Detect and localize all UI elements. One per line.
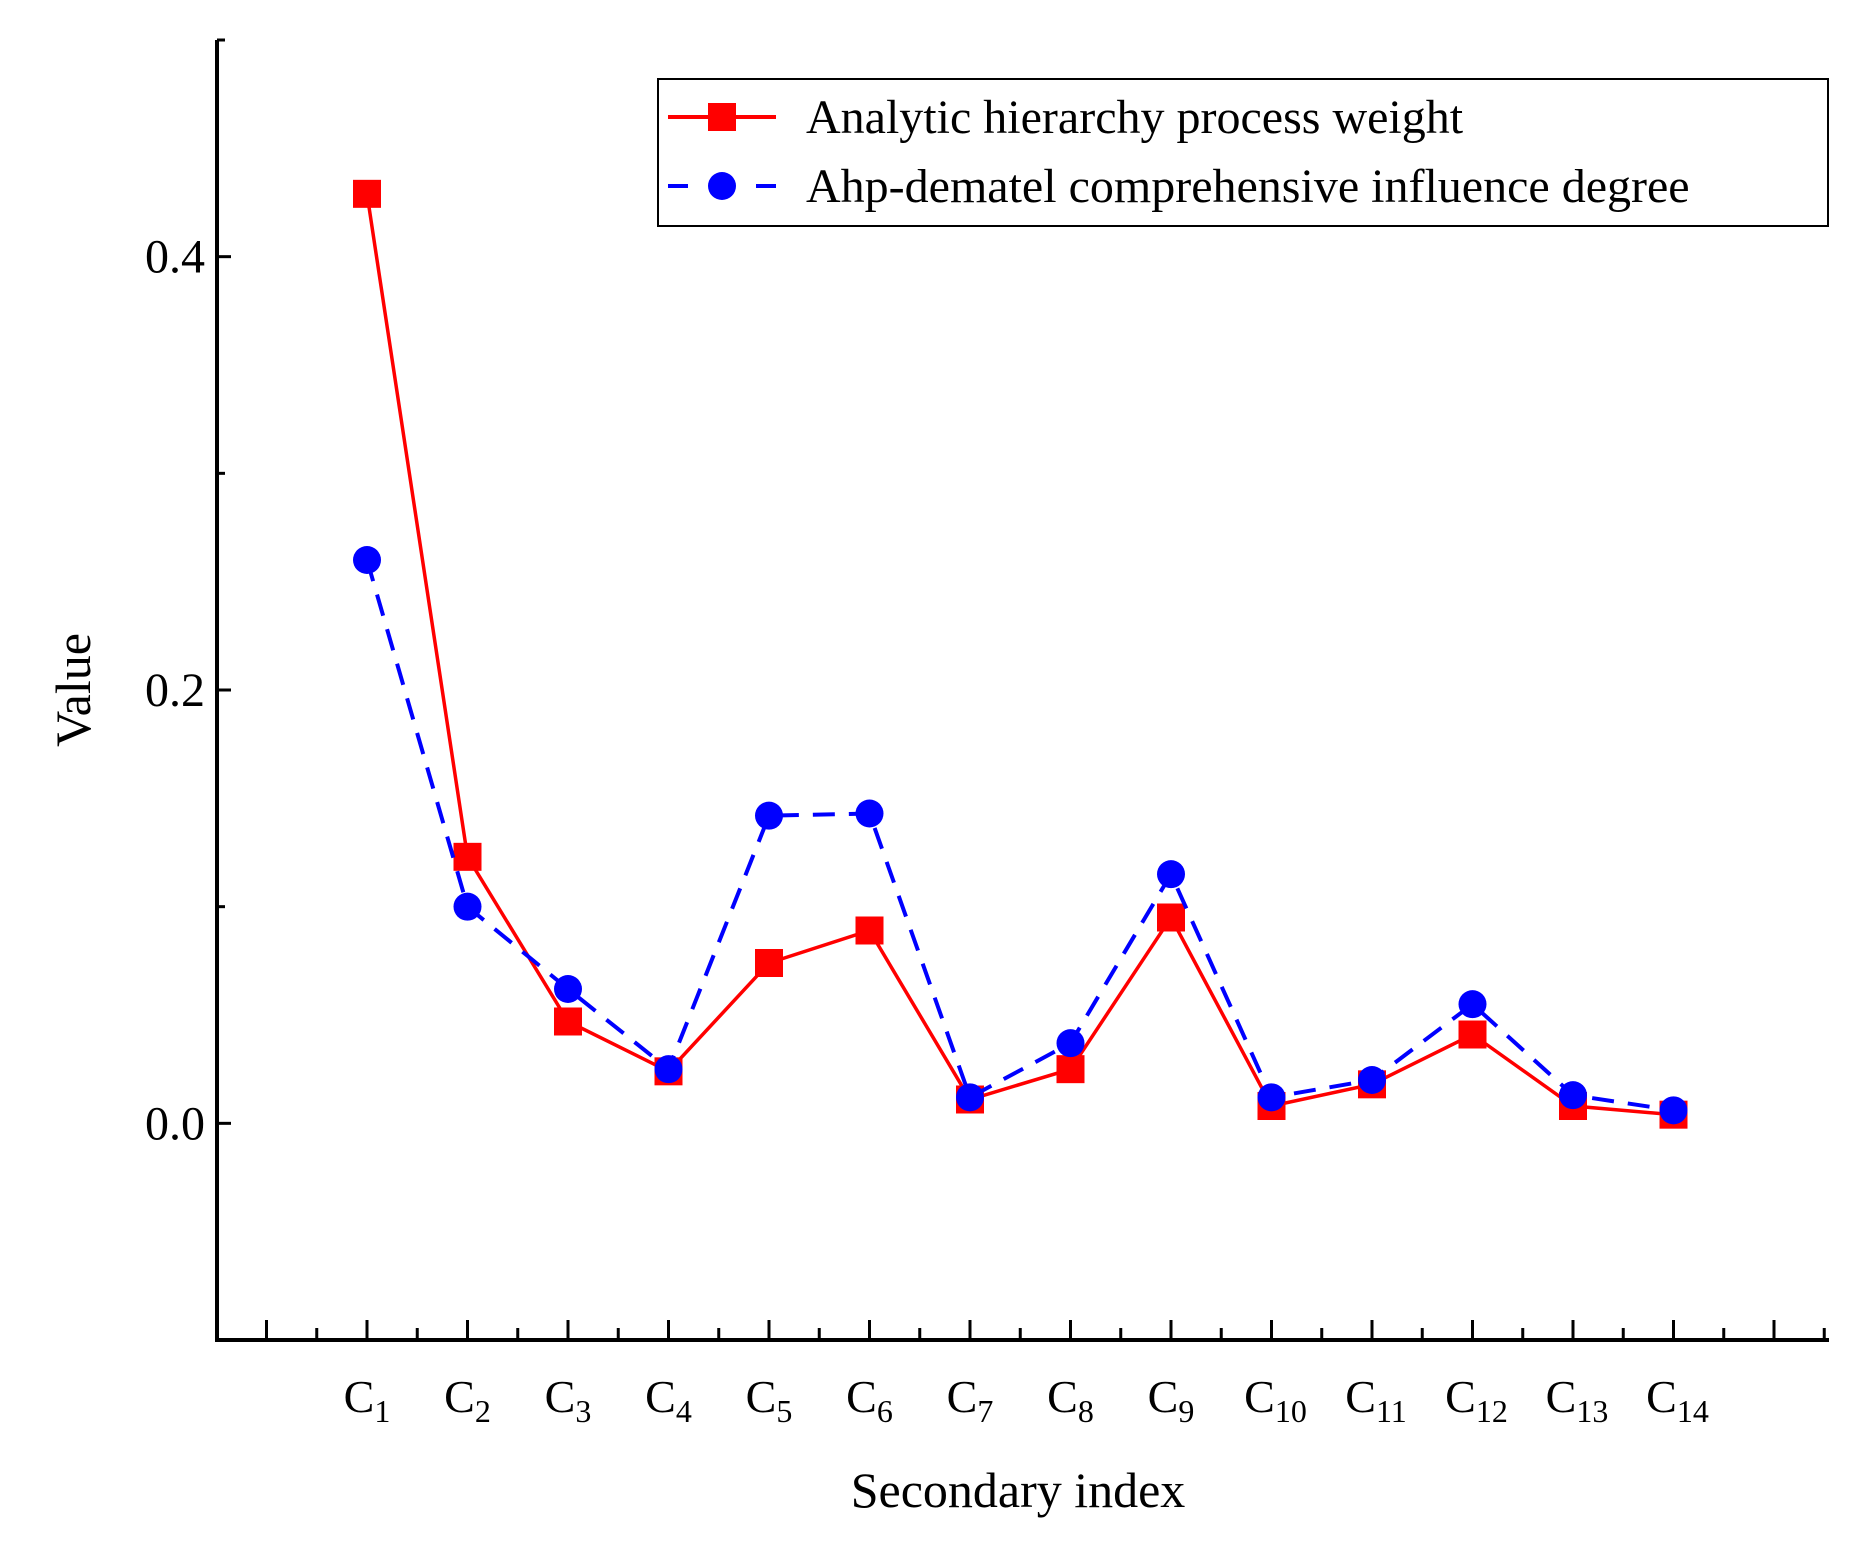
x-tick-label: C4	[645, 1371, 692, 1429]
series-line-2	[365, 559, 1674, 1113]
x-tick-label: C5	[746, 1371, 793, 1429]
x-tick-label-main: C	[746, 1371, 777, 1422]
x-tick-label-sub: 2	[475, 1393, 491, 1429]
x-tick-label: C6	[846, 1371, 893, 1429]
series-1-point	[554, 1007, 582, 1036]
series-2-point	[1257, 1083, 1286, 1112]
series-2-point	[453, 892, 482, 921]
x-tick-label: C10	[1244, 1371, 1307, 1429]
series-1-point	[453, 842, 482, 871]
y-tick-label: 0.0	[145, 1097, 205, 1150]
x-tick-label-main: C	[1244, 1371, 1275, 1422]
x-tick-label-main: C	[545, 1371, 576, 1422]
x-tick-label-sub: 13	[1576, 1393, 1608, 1429]
series-2-point	[554, 975, 582, 1003]
x-tick-label-main: C	[1646, 1371, 1677, 1422]
series-line-1	[365, 193, 1674, 1117]
x-tick-label: C2	[444, 1371, 491, 1429]
series-1-point	[855, 916, 884, 945]
legend-label-2: Ahp-dematel comprehensive influence degr…	[806, 160, 1690, 213]
x-tick-label-sub: 7	[977, 1393, 993, 1429]
x-tick-label-main: C	[1148, 1371, 1179, 1422]
series-2-point	[855, 799, 884, 828]
x-tick-label-sub: 3	[575, 1393, 591, 1429]
x-tick-label-main: C	[1445, 1371, 1476, 1422]
x-tick-label: C12	[1445, 1371, 1508, 1429]
x-tick-label: C1	[344, 1371, 391, 1429]
series-2-point	[1358, 1066, 1386, 1094]
x-tick-label-main: C	[344, 1371, 375, 1422]
x-tick-label-sub: 14	[1677, 1393, 1709, 1429]
legend-label-1: Analytic hierarchy process weight	[806, 91, 1464, 144]
axes-layer: 0.00.20.4C1 C2 C3 C4 C5 C6 C7 C8 C9 C10 C11 C12 C13 C…	[145, 38, 1829, 1429]
series-2-point	[353, 546, 381, 574]
y-tick-label: 0.4	[145, 231, 205, 284]
series-1-point	[353, 179, 381, 208]
x-tick-label-main: C	[1047, 1371, 1078, 1422]
x-tick-label-main: C	[846, 1371, 877, 1422]
y-axis-title: Value	[45, 633, 101, 747]
series-2-point	[1559, 1081, 1587, 1110]
x-tick-label-main: C	[645, 1371, 676, 1422]
series-2-point	[1659, 1096, 1688, 1125]
legend-box	[657, 78, 1829, 227]
series-1-point	[1056, 1055, 1085, 1084]
x-tick-label-main: C	[444, 1371, 475, 1422]
series-2-point	[956, 1083, 984, 1112]
series-2-point	[654, 1055, 683, 1084]
x-tick-label-sub: 9	[1178, 1393, 1194, 1429]
x-tick-label-sub: 12	[1476, 1393, 1508, 1429]
x-tick-label: C13	[1546, 1371, 1609, 1429]
legend: Analytic hierarchy process weight Ahp-dem…	[657, 78, 1829, 227]
x-axis-title: Secondary index	[851, 1462, 1186, 1518]
x-tick-label: C7	[947, 1371, 994, 1429]
series-2-point	[1458, 990, 1487, 1019]
x-tick-label-sub: 1	[374, 1393, 390, 1429]
series-2-point	[1056, 1029, 1085, 1058]
x-tick-label: C3	[545, 1371, 592, 1429]
x-tick-label: C8	[1047, 1371, 1094, 1429]
x-tick-label: C11	[1345, 1371, 1407, 1429]
axis-labels: Value Secondary index	[45, 633, 1185, 1518]
x-tick-label-sub: 11	[1376, 1393, 1407, 1429]
legend-marker-circle	[708, 172, 736, 200]
x-tick-label-sub: 10	[1275, 1393, 1307, 1429]
x-tick-label-sub: 8	[1078, 1393, 1094, 1429]
series-1-point	[1157, 903, 1185, 932]
series-layer	[353, 179, 1688, 1129]
series-2-point	[755, 801, 783, 830]
x-tick-label: C14	[1646, 1371, 1709, 1429]
x-tick-label-main: C	[1546, 1371, 1577, 1422]
x-tick-label-main: C	[1345, 1371, 1376, 1422]
y-tick-label: 0.2	[145, 664, 205, 717]
x-tick-label-main: C	[947, 1371, 978, 1422]
series-2-point	[1157, 860, 1185, 889]
series-1-point	[755, 949, 783, 977]
x-tick-label-sub: 4	[676, 1393, 692, 1429]
x-tick-label-sub: 5	[776, 1393, 792, 1429]
series-1-point	[1458, 1020, 1487, 1049]
x-tick-label-sub: 6	[877, 1393, 893, 1429]
x-tick-label: C9	[1148, 1371, 1195, 1429]
legend-marker-square	[708, 103, 736, 131]
